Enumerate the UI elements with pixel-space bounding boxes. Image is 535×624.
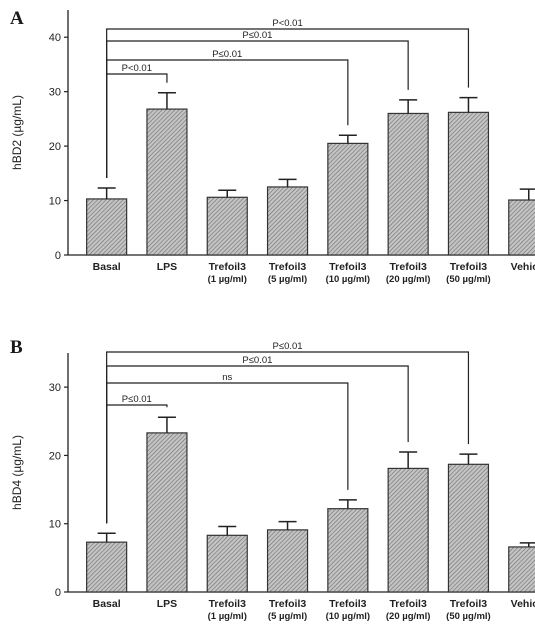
bar [86,541,128,593]
y-axis-title: hBD4 (µg/mL) [10,435,24,510]
y-tick-label: 0 [55,587,61,599]
significance-label: P<0.01 [122,63,152,74]
category-label: Basal [93,261,121,273]
category-sublabel: (10 µg/ml) [326,274,371,285]
y-tick-label: 30 [49,87,61,99]
panel-letter: A [10,8,24,29]
y-tick-label: 10 [49,519,61,531]
y-tick-label: 40 [49,32,61,44]
significance-label: ns [222,372,232,383]
significance-label: P≤0.01 [242,30,272,41]
category-label: Trefoil3 [329,598,367,610]
category-label: Trefoil3 [209,598,247,610]
category-label: Trefoil3 [329,261,367,273]
y-tick-label: 10 [49,196,61,208]
significance-bracket [106,59,349,179]
bar [266,186,309,256]
category-sublabel: (20 µg/ml) [386,274,431,285]
bar [447,463,490,593]
bar [206,534,248,593]
significance-bracket [106,351,470,524]
significance-label: P≤0.01 [122,394,152,405]
bar [447,111,490,256]
category-label: Vehicle [511,598,535,610]
category-sublabel: (50 µg/ml) [446,611,491,622]
category-label: Trefoil3 [209,261,247,273]
significance-label: P<0.01 [272,18,302,29]
bar [327,508,369,593]
y-tick-label: 0 [55,250,61,262]
category-label: LPS [157,598,177,610]
category-label: Trefoil3 [269,598,307,610]
category-sublabel: (50 µg/ml) [446,274,491,285]
category-sublabel: (1 µg/ml) [208,274,247,285]
significance-label: P≤0.01 [242,355,272,366]
bar [508,199,535,256]
category-sublabel: (20 µg/ml) [386,611,431,622]
category-sublabel: (5 µg/ml) [268,274,307,285]
bar [508,546,535,593]
category-sublabel: (5 µg/ml) [268,611,307,622]
category-label: Vehicle [511,261,535,273]
category-label: Trefoil3 [450,598,488,610]
bar [266,529,309,593]
significance-bracket [106,28,470,179]
bar [387,467,429,593]
category-sublabel: (10 µg/ml) [326,611,371,622]
category-label: Trefoil3 [389,598,427,610]
bar [206,196,248,256]
bar [146,108,188,256]
bar [86,198,128,256]
category-label: Basal [93,598,121,610]
category-sublabel: (1 µg/ml) [208,611,247,622]
y-axis-title: hBD2 (µg/mL) [10,95,24,170]
category-label: Trefoil3 [450,261,488,273]
category-label: LPS [157,261,177,273]
category-label: Trefoil3 [389,261,427,273]
significance-label: P≤0.01 [212,49,242,60]
y-tick-label: 30 [49,382,61,394]
bar [327,142,369,256]
significance-label: P≤0.01 [273,341,303,352]
bar [146,432,188,593]
category-label: Trefoil3 [269,261,307,273]
bar [387,112,429,256]
y-tick-label: 20 [49,450,61,462]
y-tick-label: 20 [49,141,61,153]
panel-letter: B [10,337,23,358]
